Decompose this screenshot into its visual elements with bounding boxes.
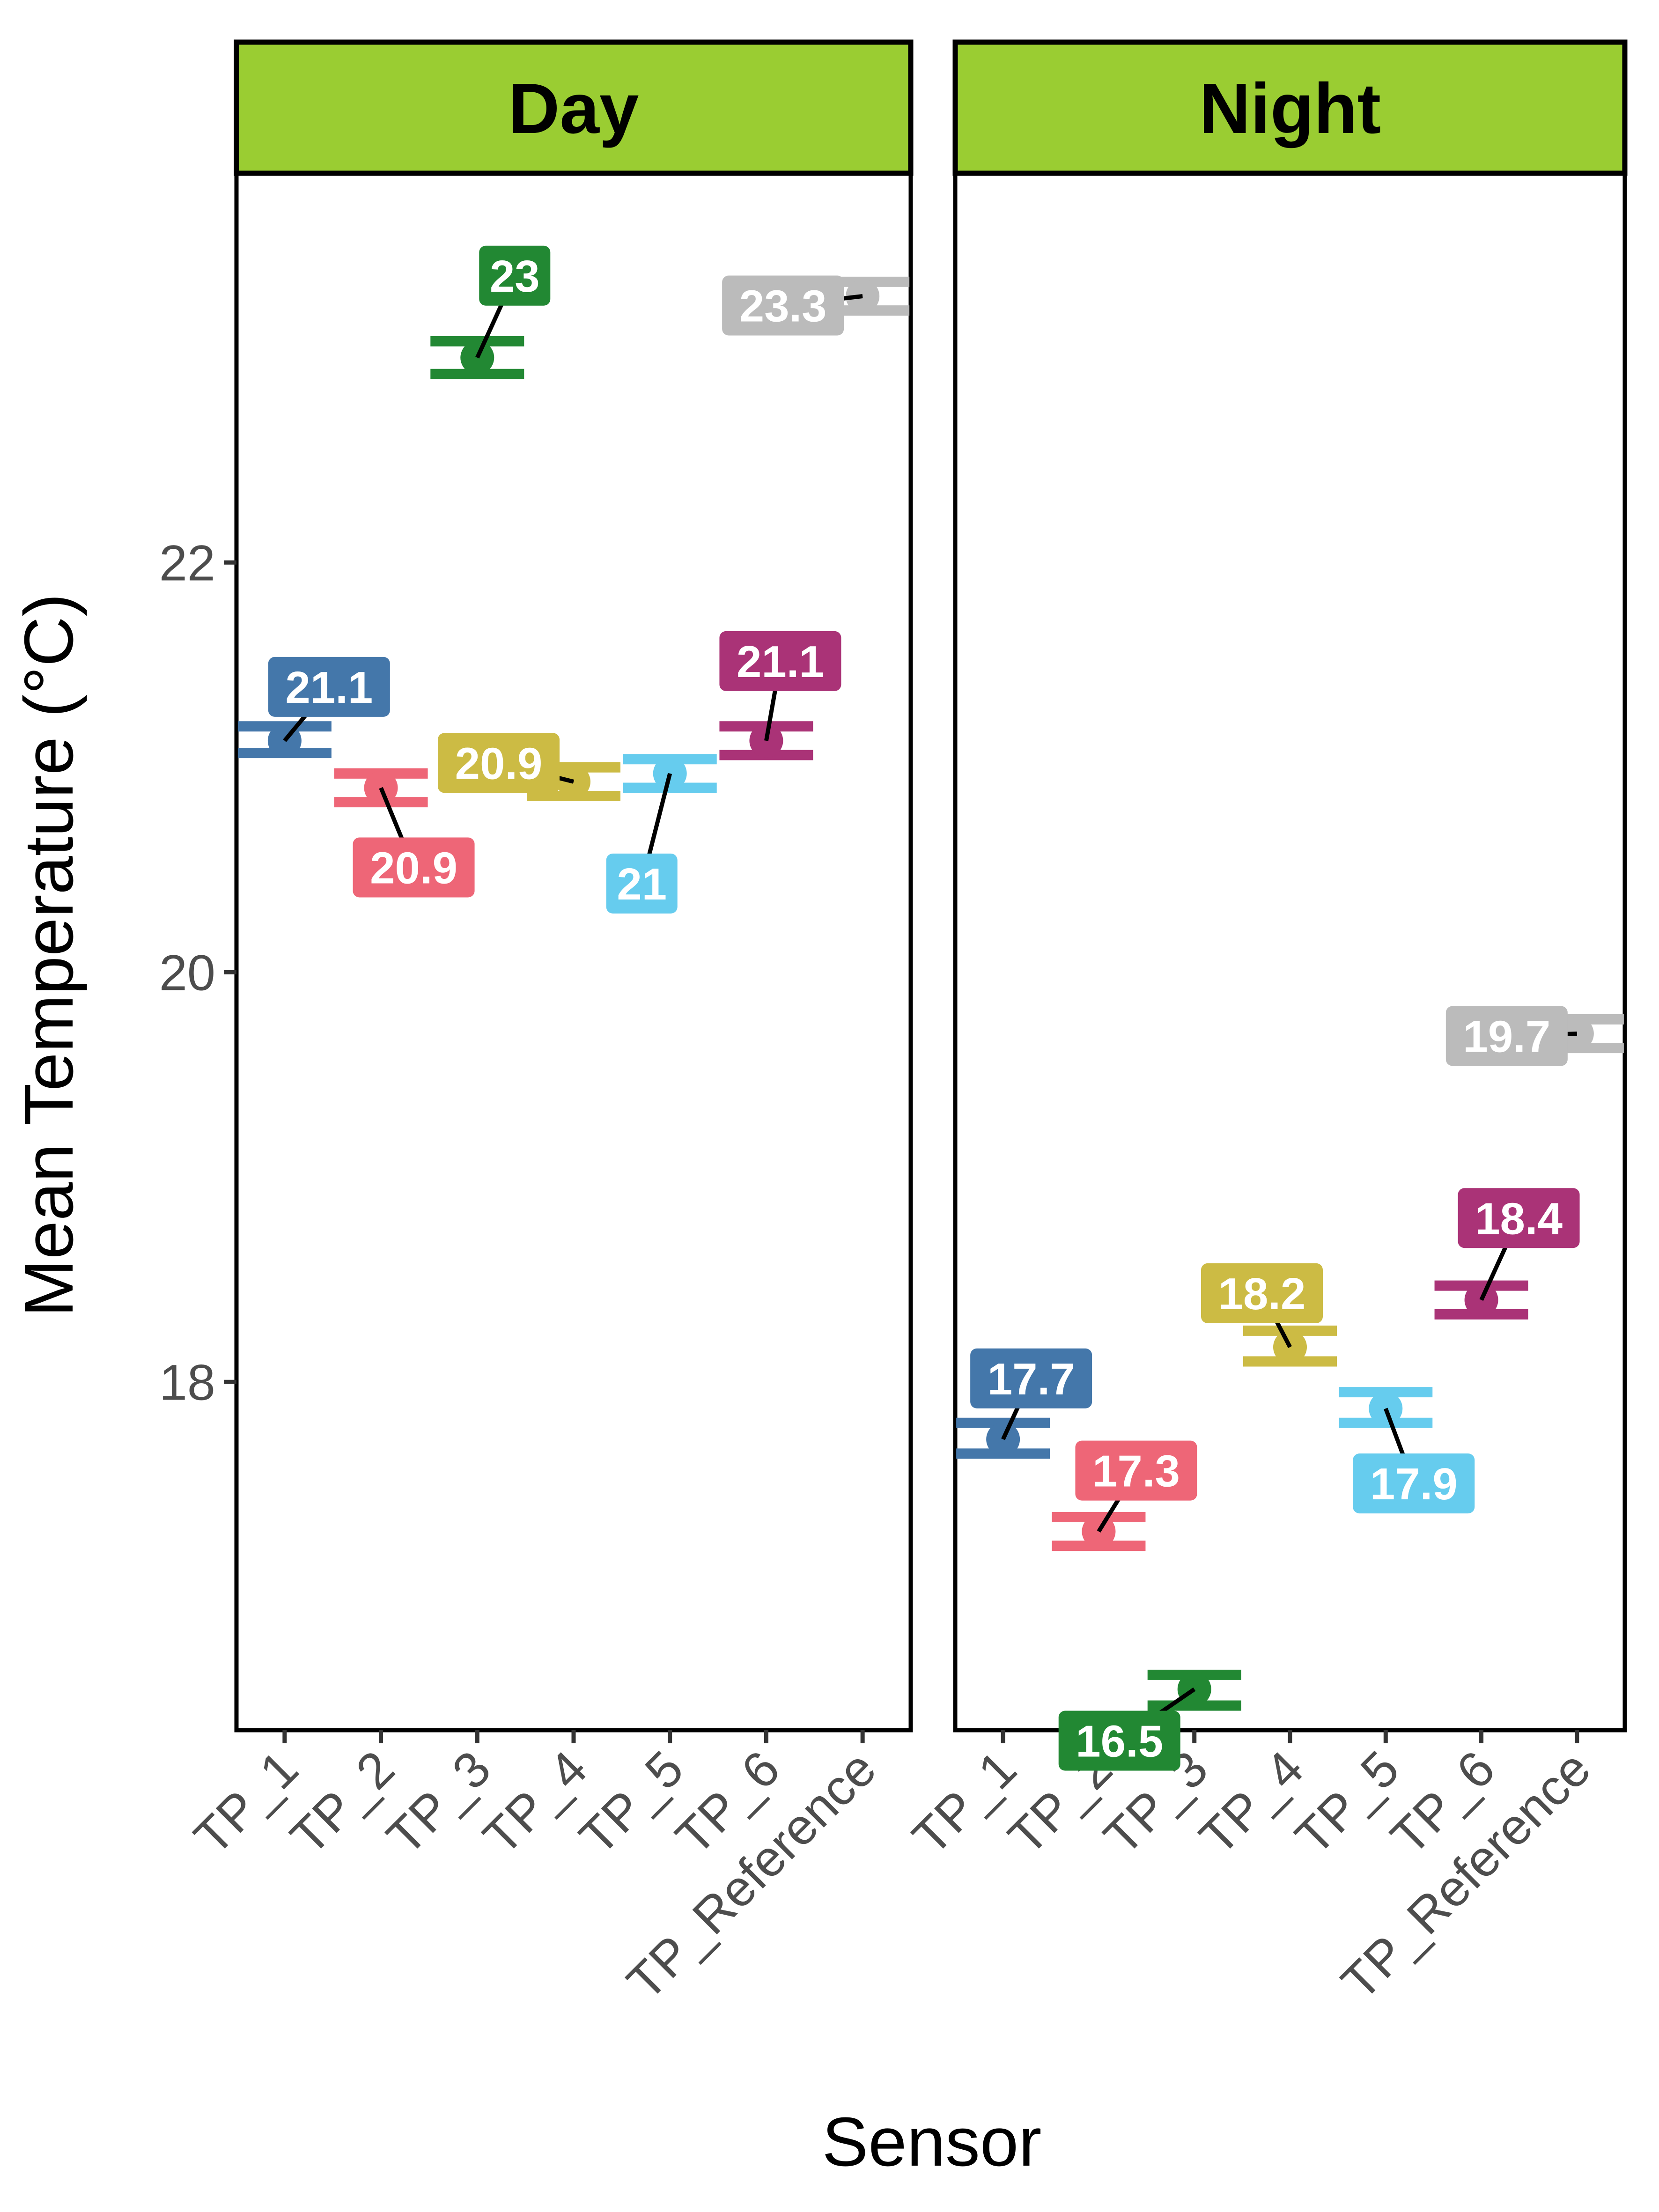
data-label: 17.7	[988, 1354, 1075, 1404]
strip-background	[952, 39, 1628, 176]
data-point-group: 21.1	[237, 656, 390, 759]
data-label-box	[268, 656, 390, 717]
data-label-box	[1353, 1453, 1475, 1514]
y-tick-label: 22	[159, 534, 215, 591]
data-point-group: 18.4	[1434, 1188, 1580, 1320]
data-label: 20.9	[455, 738, 543, 789]
strip-label: Day	[509, 69, 639, 148]
data-label-box	[353, 837, 475, 898]
data-point-group: 23	[430, 245, 551, 379]
y-tick-label: 18	[159, 1354, 215, 1410]
data-label: 17.3	[1092, 1446, 1180, 1497]
data-label: 23	[490, 251, 540, 302]
data-label: 16.5	[1076, 1717, 1163, 1767]
data-point	[460, 340, 494, 375]
data-point-group: 16.5	[1058, 1669, 1241, 1771]
data-label-box	[479, 245, 551, 306]
data-label-box	[1075, 1440, 1197, 1501]
data-label-box	[1458, 1188, 1580, 1248]
data-label: 21	[617, 859, 667, 909]
data-point-group: 20.9	[438, 733, 620, 801]
x-axis-title: Sensor	[822, 2103, 1042, 2181]
data-point-group: 17.9	[1339, 1387, 1475, 1514]
data-label-box	[606, 853, 678, 914]
y-tick-label: 20	[159, 944, 215, 1001]
data-label-box	[970, 1348, 1092, 1408]
data-label: 19.7	[1463, 1012, 1550, 1062]
data-label: 21.1	[285, 663, 373, 713]
data-label: 23.3	[739, 281, 827, 332]
data-label-box	[722, 275, 844, 336]
data-point-group: 20.9	[334, 768, 475, 898]
data-point-group: 23.3	[722, 275, 910, 336]
data-label: 20.9	[370, 843, 457, 893]
data-label-box	[1445, 1006, 1568, 1066]
data-label-box	[1201, 1263, 1323, 1323]
data-label: 21.1	[737, 637, 824, 687]
data-point-group: 18.2	[1201, 1263, 1337, 1367]
data-point-group: 21.1	[719, 631, 841, 760]
strip-label: Night	[1199, 69, 1381, 148]
strip-background	[234, 39, 914, 176]
data-point-group: 19.7	[1445, 1006, 1624, 1066]
data-label: 17.9	[1370, 1459, 1458, 1509]
y-axis-title: Mean Temperature (°C)	[10, 593, 88, 1317]
data-label: 18.2	[1218, 1269, 1306, 1319]
data-label-box	[438, 733, 560, 793]
data-label: 18.4	[1475, 1194, 1563, 1244]
data-label-box	[719, 631, 841, 691]
data-point-group: 21	[606, 754, 717, 914]
data-point-group: 17.3	[1052, 1440, 1197, 1551]
data-label-box	[1058, 1711, 1180, 1771]
y-axis: 18 20 22	[159, 534, 236, 1410]
data-point-group: 17.7	[956, 1348, 1092, 1459]
